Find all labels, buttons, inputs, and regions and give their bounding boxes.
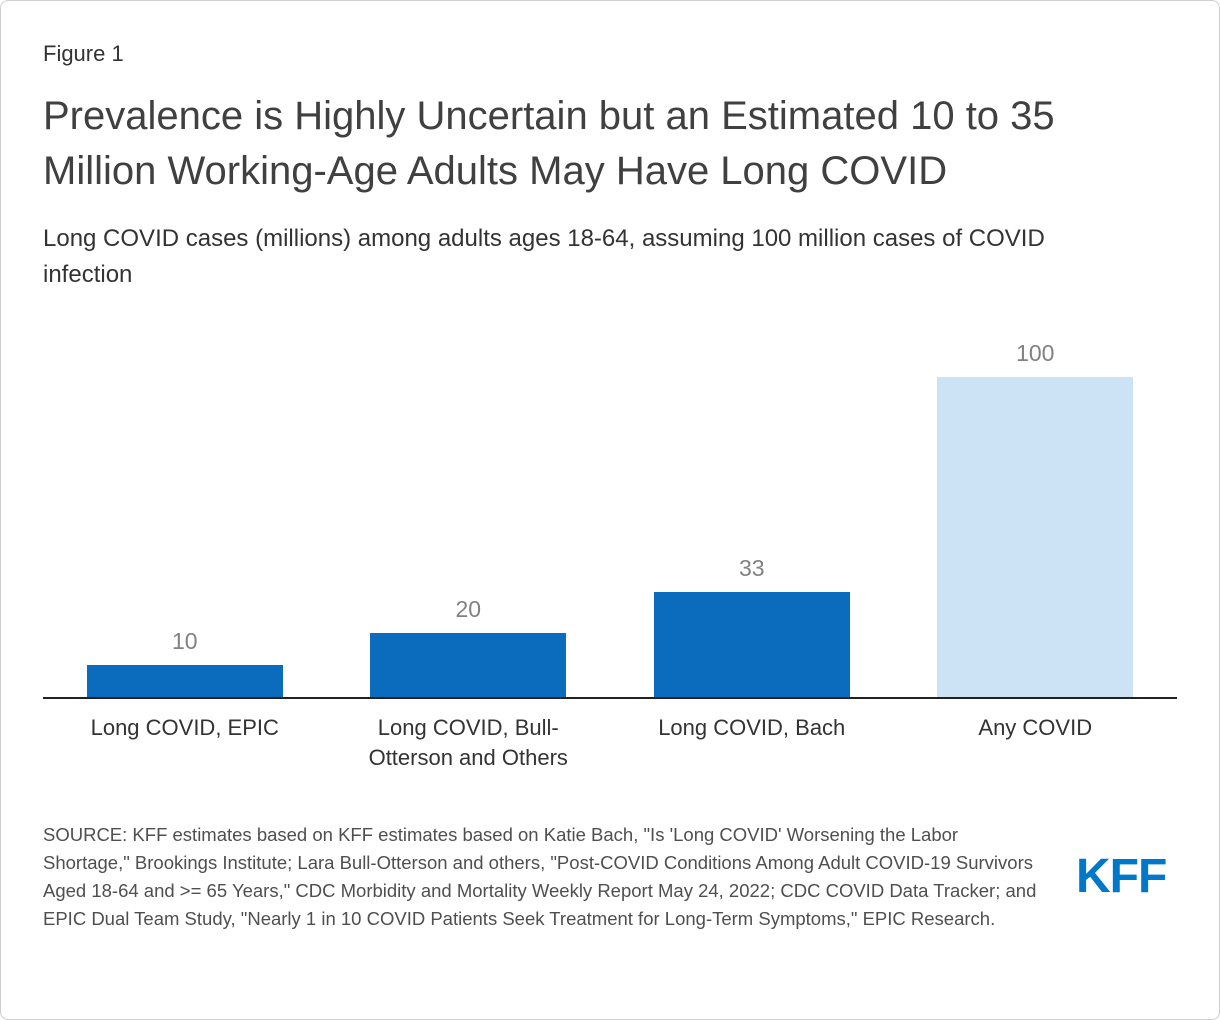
bar — [653, 591, 850, 698]
category-label: Any COVID — [978, 715, 1093, 741]
chart-title: Prevalence is Highly Uncertain but an Es… — [43, 94, 1055, 194]
footer: SOURCE: KFF estimates based on KFF estim… — [43, 821, 1177, 933]
bar-chart: 10 20 33 100 — [43, 327, 1178, 700]
bar-group: 20 — [327, 327, 611, 698]
bar-value-label: 20 — [455, 596, 482, 623]
category-axis: Long COVID, EPIC Long COVID, Bull-Otterso… — [43, 699, 1177, 772]
figure-label: Figure 1 — [43, 41, 124, 66]
bar-value-label: 10 — [171, 628, 198, 655]
kff-logo: KFF — [1076, 850, 1167, 904]
bar-group: 100 — [894, 327, 1178, 698]
bar — [86, 665, 283, 698]
bar-value-label: 33 — [738, 554, 765, 581]
bar — [937, 377, 1134, 698]
bar-group: 33 — [610, 327, 894, 698]
chart-subtitle: Long COVID cases (millions) among adults… — [43, 225, 1045, 289]
bar — [370, 633, 567, 698]
category-label: Long COVID, EPIC — [90, 715, 279, 741]
bar-group: 10 — [43, 327, 327, 698]
category-label: Long COVID, Bull-Otterson and Others — [368, 715, 568, 771]
bar-value-label: 100 — [1016, 340, 1055, 367]
category-label: Long COVID, Bach — [658, 715, 846, 741]
source-note: SOURCE: KFF estimates based on KFF estim… — [43, 823, 1037, 929]
